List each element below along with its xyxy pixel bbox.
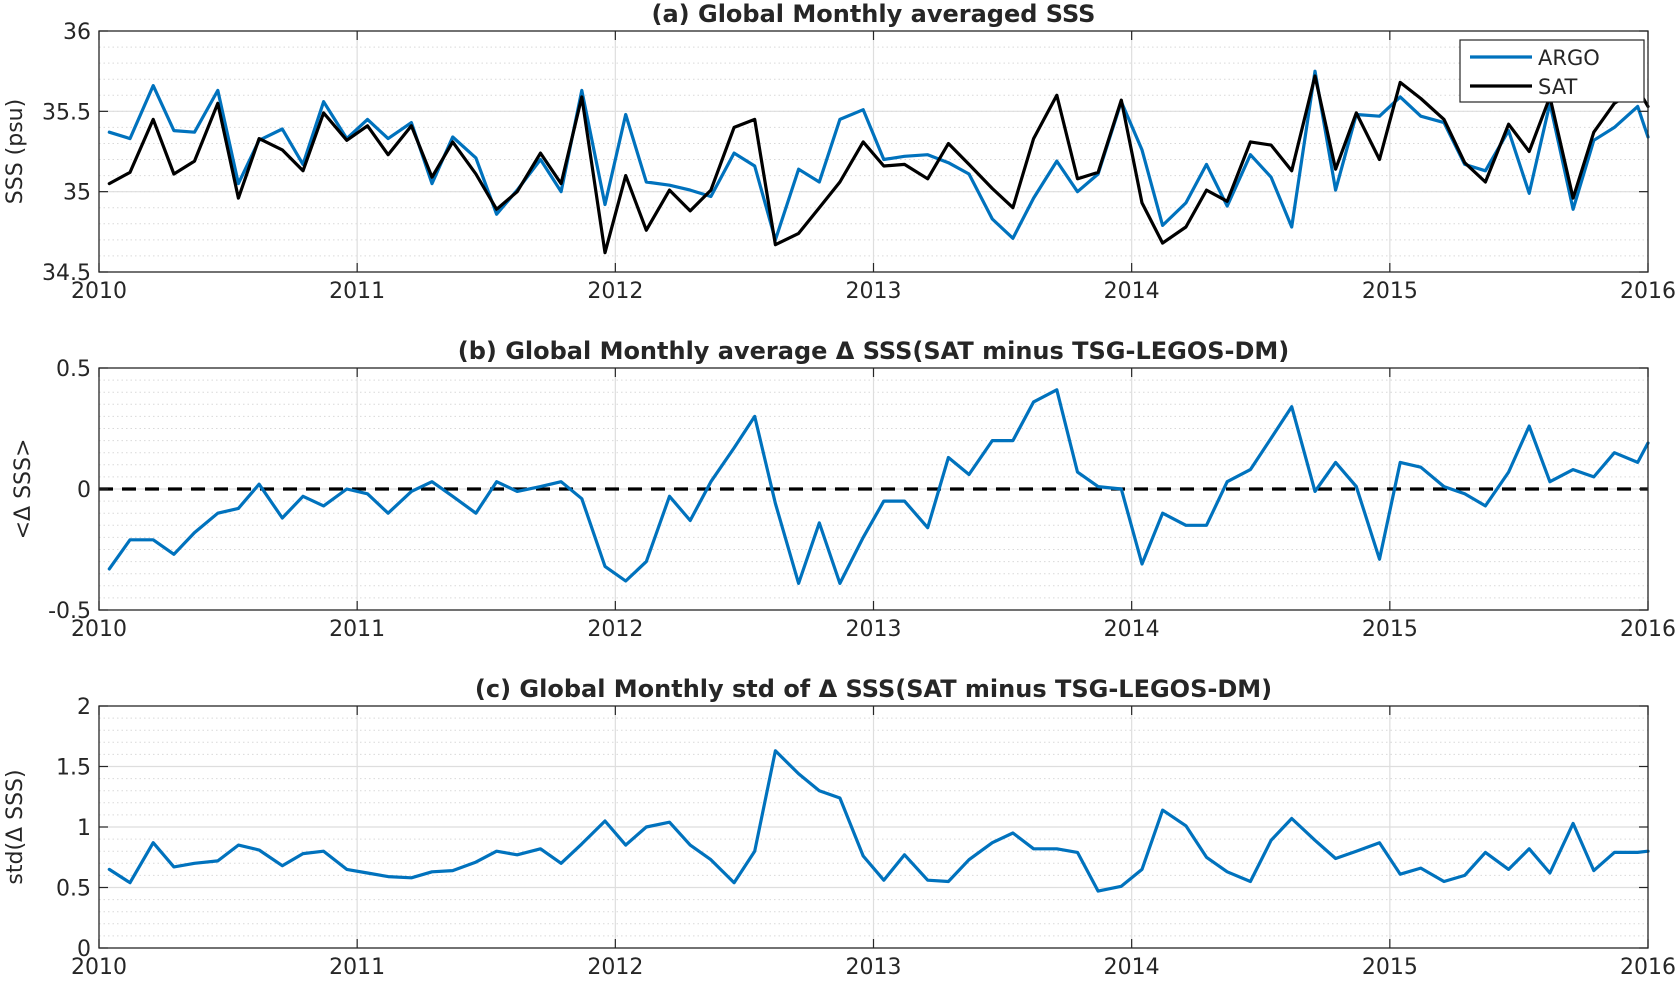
chart-title: (c) Global Monthly std of Δ SSS(SAT minu… <box>475 675 1272 703</box>
x-tick-label: 2015 <box>1362 617 1418 642</box>
x-tick-label: 2011 <box>329 279 385 304</box>
y-axis-label: <Δ SSS> <box>11 439 36 540</box>
x-tick-label: 2011 <box>329 955 385 980</box>
series-line-delta-sss <box>107 388 1650 586</box>
y-axis-label: std(Δ SSS) <box>3 769 28 884</box>
x-tick-label: 2014 <box>1104 617 1160 642</box>
legend-label-sat: SAT <box>1538 75 1577 99</box>
x-tick-label: 2013 <box>846 279 902 304</box>
x-tick-label: 2010 <box>71 617 127 642</box>
series-line-sat <box>107 74 1650 255</box>
y-tick-label: 35 <box>63 181 91 206</box>
y-tick-label: 35.5 <box>42 100 91 125</box>
x-tick-label: 2015 <box>1362 955 1418 980</box>
series-line-delta-sss <box>107 749 1650 893</box>
x-tick-label: 2016 <box>1620 617 1676 642</box>
y-tick-label: 0.5 <box>56 357 91 382</box>
x-tick-label: 2014 <box>1104 955 1160 980</box>
y-tick-label: 0 <box>77 478 91 503</box>
y-tick-label: 0.5 <box>56 877 91 902</box>
x-tick-label: 2016 <box>1620 955 1676 980</box>
y-tick-label: 0 <box>77 937 91 962</box>
x-tick-label: 2013 <box>846 955 902 980</box>
y-tick-label: 2 <box>77 695 91 720</box>
y-tick-label: 1.5 <box>56 756 91 781</box>
x-tick-label: 2014 <box>1104 279 1160 304</box>
y-axis-label: SSS (psu) <box>3 99 28 204</box>
y-tick-label: 36 <box>63 20 91 45</box>
y-tick-label: -0.5 <box>48 599 91 624</box>
x-tick-label: 2012 <box>587 617 643 642</box>
legend-label-argo: ARGO <box>1538 46 1600 70</box>
chart-title: (b) Global Monthly average Δ SSS(SAT min… <box>458 337 1290 365</box>
series-line-argo <box>107 69 1650 242</box>
panel-0: 2010 2011 2012 2013 2014 2015 2016 34.5 35 35.5 36… <box>3 0 1676 304</box>
x-tick-label: 2015 <box>1362 279 1418 304</box>
y-tick-label: 34.5 <box>42 261 91 286</box>
legend-box <box>1459 39 1645 103</box>
x-tick-label: 2011 <box>329 617 385 642</box>
x-tick-label: 2016 <box>1620 279 1676 304</box>
chart-title: (a) Global Monthly averaged SSS <box>652 0 1096 28</box>
panel-2: 2010 2011 2012 2013 2014 2015 2016 0 0.5 1 1.5 2 (c)… <box>3 675 1676 980</box>
x-tick-label: 2013 <box>846 617 902 642</box>
x-tick-label: 2010 <box>71 279 127 304</box>
y-tick-label: 1 <box>77 816 91 841</box>
x-tick-label: 2010 <box>71 955 127 980</box>
x-tick-label: 2012 <box>587 279 643 304</box>
x-tick-label: 2012 <box>587 955 643 980</box>
panel-1: 2010 2011 2012 2013 2014 2015 2016 -0.5 0 0.5 (b) … <box>11 337 1676 642</box>
legend: ARGO SAT <box>1459 39 1645 103</box>
